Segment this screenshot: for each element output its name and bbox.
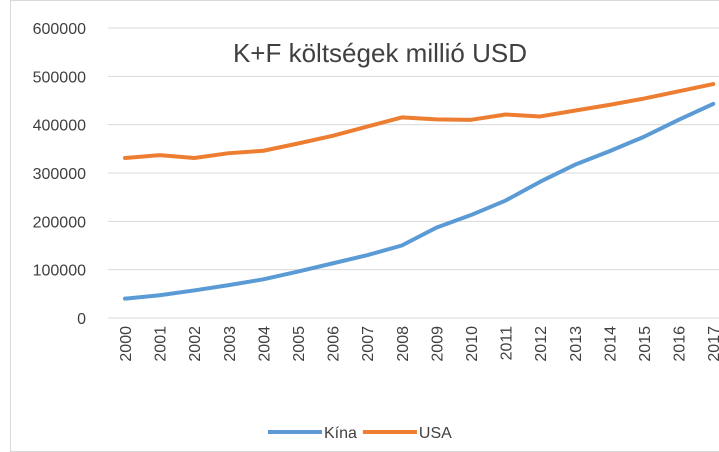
x-tick-label: 2016 [672,326,689,362]
x-tick-label: 2017 [706,326,719,362]
x-tick-label: 2000 [118,326,135,362]
x-tick-label: 2004 [256,326,273,362]
y-tick-label: 100000 [33,263,86,280]
x-tick-label: 2006 [326,326,343,362]
x-tick-label: 2014 [602,326,619,362]
x-tick-label: 2007 [360,326,377,362]
data-line [123,82,716,161]
x-tick-label: 2003 [222,326,239,362]
x-tick-label: 2008 [395,326,412,362]
x-tick-label: 2005 [291,326,308,362]
y-tick-label: 400000 [33,118,86,135]
x-tick-label: 2002 [187,326,204,362]
x-tick-label: 2001 [153,326,170,362]
legend-label: USA [419,425,452,442]
x-tick-label: 2011 [499,326,516,361]
y-tick-label: 0 [77,311,86,328]
data-line [123,101,716,301]
chart-border [10,0,719,452]
y-tick-label: 300000 [33,166,86,183]
legend-label: Kína [324,425,357,442]
x-tick-label: 2012 [533,326,550,362]
x-tick-label: 2009 [429,326,446,362]
x-tick-label: 2015 [637,326,654,362]
y-tick-label: 200000 [33,214,86,231]
y-tick-label: 600000 [33,21,86,38]
x-tick-label: 2010 [464,326,481,362]
y-tick-label: 500000 [33,69,86,86]
chart-title: K+F költségek millió USD [233,38,527,68]
x-tick-label: 2013 [568,326,585,362]
